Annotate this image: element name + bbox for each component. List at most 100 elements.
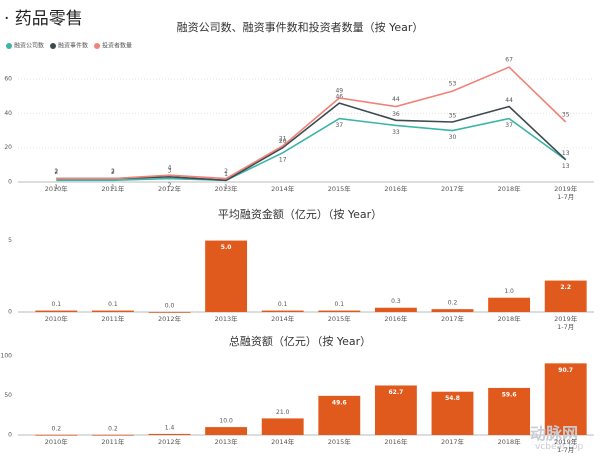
x-tick-label: 2019年 1-7月 xyxy=(554,315,578,331)
data-label: 10.0 xyxy=(219,418,233,425)
x-tick-label: 2017年 xyxy=(440,438,465,446)
data-label: 0.1 xyxy=(335,301,345,308)
x-tick-label: 2014年 xyxy=(271,185,295,193)
x-tick-label: 2011年 xyxy=(101,185,125,193)
bar xyxy=(544,363,587,435)
data-label: 33 xyxy=(392,129,400,136)
data-label: 37 xyxy=(335,122,343,129)
data-label: 0.3 xyxy=(391,298,401,305)
y-tick-label: 100 xyxy=(1,353,13,360)
chart-title: 融资公司数、融资事件数和投资者数量（按 Year） xyxy=(177,20,424,34)
y-tick-label: 5 xyxy=(8,237,12,244)
chart-title: 平均融资金额（亿元）（按 Year） xyxy=(218,207,382,221)
x-tick-label: 2011年 xyxy=(101,438,125,446)
x-tick-label: 2019年 1-7月 xyxy=(554,185,578,201)
data-label: 44 xyxy=(392,96,400,103)
bar xyxy=(431,391,474,435)
x-tick-label: 2016年 xyxy=(384,438,408,446)
watermark-url: vcbeat.top xyxy=(535,442,584,452)
data-label: 37 xyxy=(505,122,513,129)
x-tick-label: 2017年 xyxy=(440,185,465,193)
bar xyxy=(261,418,304,435)
legend-label: 投资者数量 xyxy=(102,42,132,50)
series-line xyxy=(56,117,567,182)
data-label: 5.0 xyxy=(221,244,232,251)
watermark: 动脉网 xyxy=(530,424,579,443)
y-tick-label: 0 xyxy=(8,309,12,316)
legend-label: 融资公司数 xyxy=(14,42,44,50)
x-tick-label: 2014年 xyxy=(271,438,295,446)
data-label: 2.2 xyxy=(560,284,571,291)
y-tick-label: 0 xyxy=(8,179,12,186)
bar xyxy=(431,309,474,312)
data-label: 13 xyxy=(562,150,570,157)
bar xyxy=(205,240,248,312)
data-label: 30 xyxy=(449,134,457,141)
bar xyxy=(544,280,587,312)
data-label: 0.0 xyxy=(165,303,175,310)
bar xyxy=(35,434,78,436)
x-tick-label: 2012年 xyxy=(157,438,182,446)
bar xyxy=(261,310,304,312)
data-label: 1.0 xyxy=(504,288,514,295)
data-label: 62.7 xyxy=(388,389,403,396)
bar xyxy=(488,297,531,312)
data-label: 44 xyxy=(505,97,513,104)
y-tick-label: 20 xyxy=(4,144,12,151)
x-tick-label: 2010年 xyxy=(44,185,68,193)
x-tick-label: 2011年 xyxy=(101,315,125,323)
data-label: 53 xyxy=(449,81,457,88)
legend-swatch xyxy=(50,43,57,49)
data-label: 1 xyxy=(224,184,228,191)
y-tick-label: 60 xyxy=(4,76,12,83)
series-line xyxy=(56,102,567,182)
data-label: 1 xyxy=(54,184,58,191)
data-label: 49.6 xyxy=(332,399,347,406)
bar xyxy=(91,310,134,312)
bar xyxy=(148,312,191,313)
legend-label: 融资事件数 xyxy=(58,42,88,50)
data-label: 21.0 xyxy=(276,409,290,416)
series-line xyxy=(56,66,567,180)
x-tick-label: 2018年 xyxy=(497,315,521,323)
x-tick-label: 2015年 xyxy=(327,438,351,446)
legend-swatch xyxy=(94,43,101,49)
x-tick-label: 2013年 xyxy=(214,315,238,323)
x-tick-label: 2013年 xyxy=(214,438,238,446)
chart-title: 总融资额（亿元）（按 Year） xyxy=(229,334,371,348)
data-label: 46 xyxy=(335,94,343,101)
data-label: 59.6 xyxy=(502,391,517,398)
data-label: 36 xyxy=(392,111,400,118)
bar xyxy=(318,310,361,312)
x-tick-label: 2010年 xyxy=(44,315,68,323)
data-label: 1 xyxy=(111,184,115,191)
page-title: · 药品零售 xyxy=(4,9,83,29)
x-tick-label: 2017年 xyxy=(440,315,465,323)
data-label: 0.2 xyxy=(108,425,118,432)
data-label: 90.7 xyxy=(558,367,573,374)
x-tick-label: 2013年 xyxy=(214,185,238,193)
data-label: 21 xyxy=(279,136,287,143)
bar xyxy=(205,427,248,435)
data-label: 2 xyxy=(168,182,172,189)
x-tick-label: 2016年 xyxy=(384,185,408,193)
bar xyxy=(148,433,191,435)
bar xyxy=(374,307,417,312)
data-label: 49 xyxy=(335,88,343,95)
x-tick-label: 2015年 xyxy=(327,315,351,323)
x-tick-label: 2016年 xyxy=(384,315,408,323)
data-label: 13 xyxy=(562,163,570,170)
data-label: 20 xyxy=(279,138,287,145)
data-label: 35 xyxy=(562,112,570,119)
data-label: 3 xyxy=(168,167,172,174)
y-tick-label: 50 xyxy=(4,392,12,399)
data-label: 2 xyxy=(111,168,115,175)
data-label: 0.1 xyxy=(108,301,118,308)
bar xyxy=(35,310,78,312)
y-tick-label: 40 xyxy=(4,110,12,117)
bar xyxy=(318,395,361,435)
x-tick-label: 2018年 xyxy=(497,438,521,446)
data-label: 0.1 xyxy=(52,301,62,308)
